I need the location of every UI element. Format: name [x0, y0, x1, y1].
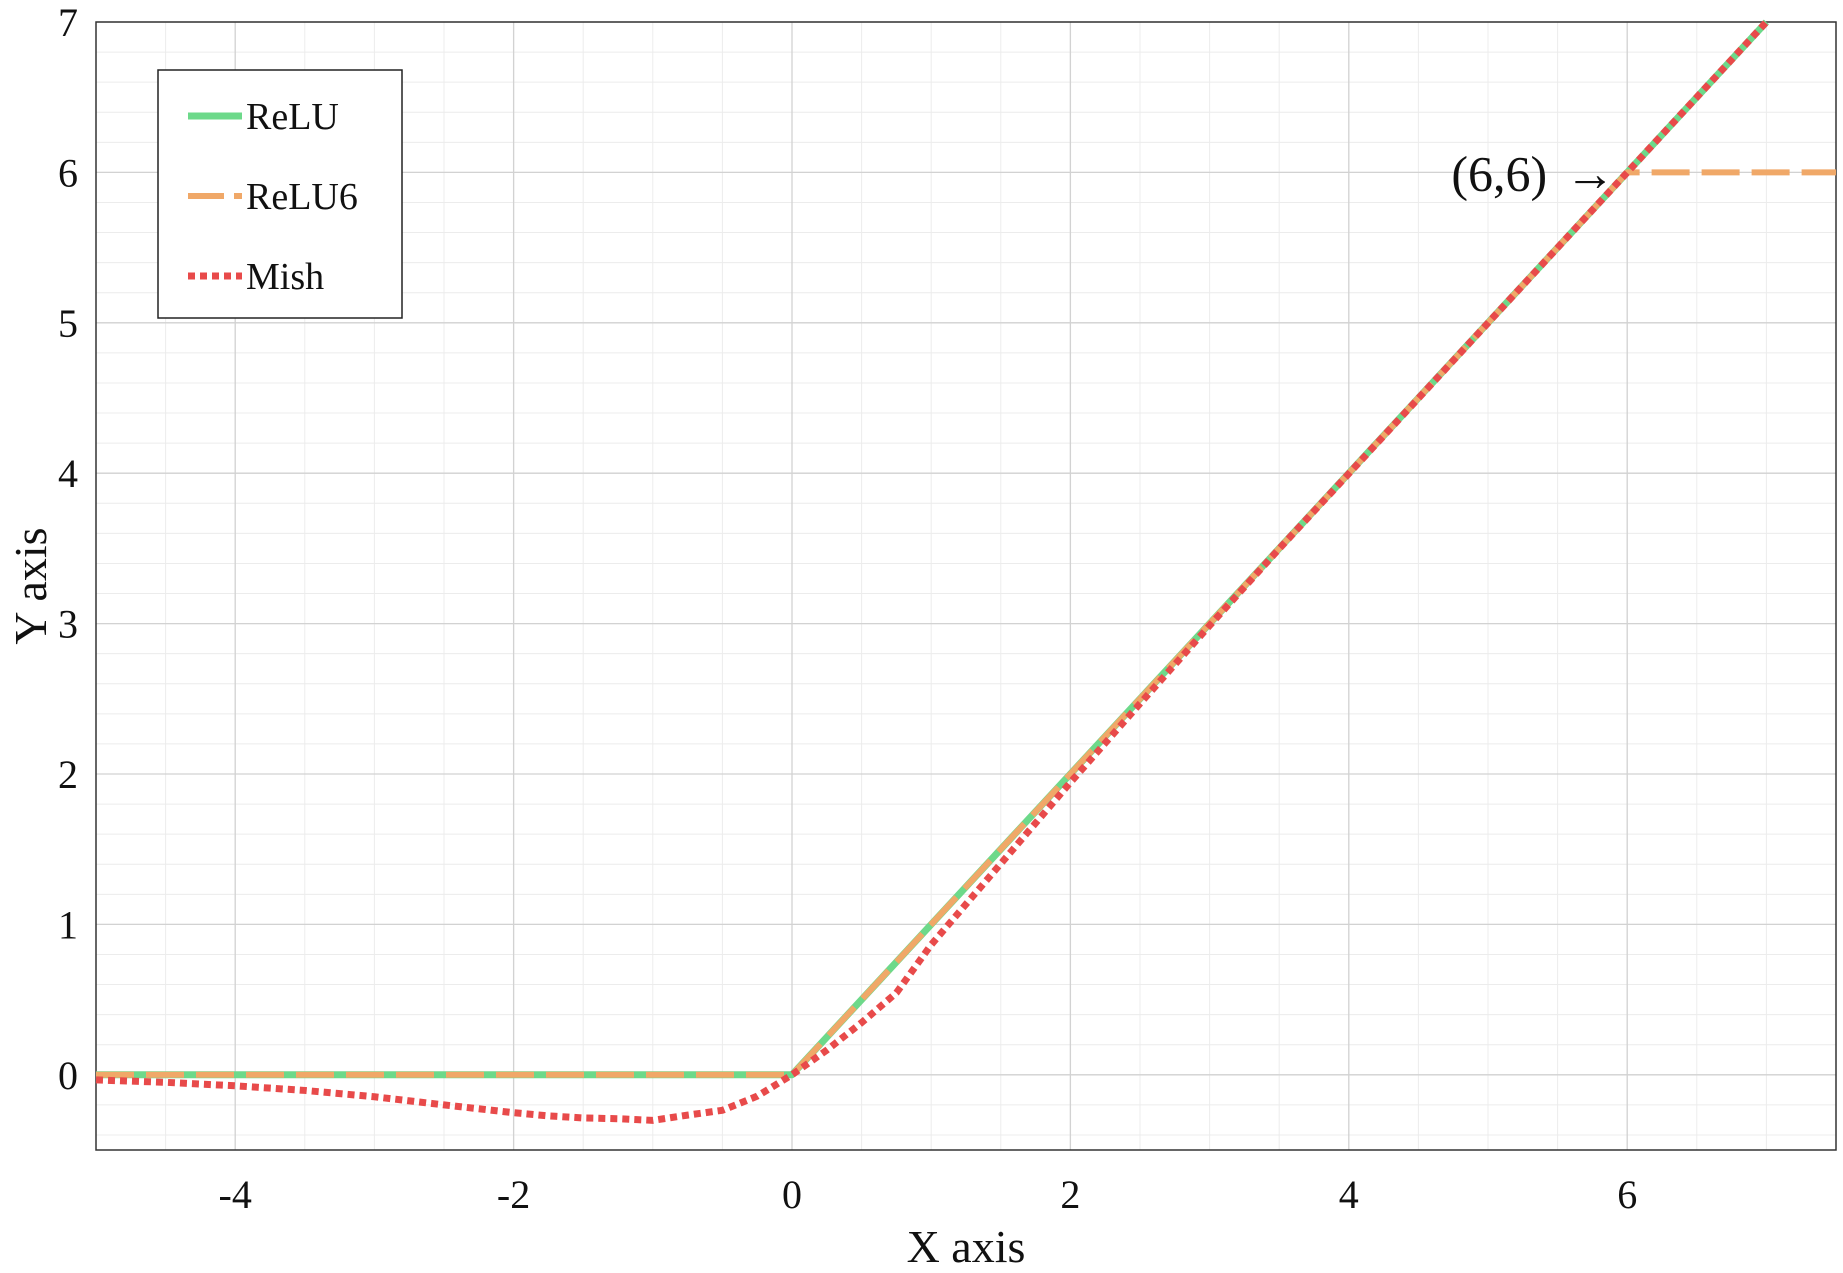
annotation-6-6: (6,6) → — [1451, 145, 1615, 201]
x-tick-label: -4 — [219, 1172, 252, 1217]
legend-label-mish: Mish — [246, 256, 324, 298]
x-tick-label: 0 — [782, 1172, 802, 1217]
series-layer — [95, 19, 1836, 1124]
plot-frame — [95, 21, 1837, 1151]
annotation-label: (6,6) — [1451, 145, 1547, 201]
x-tick-label: -2 — [497, 1172, 530, 1217]
x-axis-label: X axis — [907, 1221, 1026, 1272]
y-tick-label: 0 — [58, 1053, 78, 1098]
y-tick-label: 3 — [58, 602, 78, 647]
y-tick-label: 7 — [58, 0, 78, 45]
x-tick-label: 4 — [1339, 1172, 1359, 1217]
series-line-mish — [95, 19, 1769, 1124]
y-tick-label: 5 — [58, 301, 78, 346]
legend-label-relu: ReLU — [246, 96, 339, 138]
legend: ReLU ReLU6 Mish — [157, 69, 403, 319]
x-tick-label: 6 — [1617, 1172, 1637, 1217]
y-tick-label: 2 — [58, 752, 78, 797]
x-tick-label: 2 — [1060, 1172, 1080, 1217]
tick-labels: -4 -2 0 2 4 6 0 1 2 3 4 5 6 7 — [58, 0, 1637, 1217]
y-axis-label: Y axis — [5, 527, 56, 644]
y-tick-label: 6 — [58, 150, 78, 195]
legend-label-relu6: ReLU6 — [246, 176, 358, 218]
annotation-arrow: → — [1565, 145, 1615, 201]
y-tick-label: 1 — [58, 902, 78, 947]
y-tick-label: 4 — [58, 451, 78, 496]
